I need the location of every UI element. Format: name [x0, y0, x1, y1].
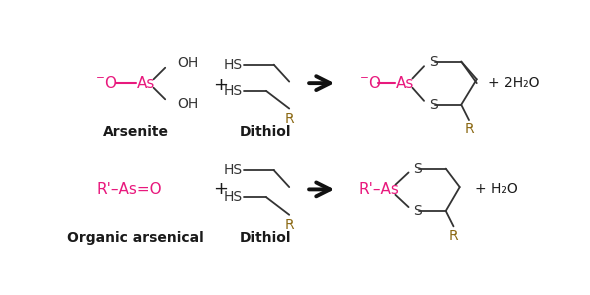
- Text: R: R: [448, 229, 458, 242]
- Text: Arsenite: Arsenite: [103, 125, 169, 139]
- Text: +: +: [214, 76, 228, 94]
- Text: $^{-}$O: $^{-}$O: [96, 75, 118, 91]
- Text: R: R: [284, 218, 294, 232]
- Text: + H₂O: + H₂O: [475, 182, 518, 196]
- Text: HS: HS: [224, 190, 242, 204]
- Text: R'–As=O: R'–As=O: [97, 182, 163, 197]
- Text: R: R: [464, 122, 474, 136]
- Text: Dithiol: Dithiol: [240, 231, 291, 245]
- Text: $^{-}$O: $^{-}$O: [359, 75, 382, 91]
- Text: HS: HS: [224, 163, 242, 177]
- Text: S: S: [429, 55, 437, 68]
- Text: S: S: [413, 162, 422, 176]
- Text: S: S: [429, 98, 437, 112]
- Text: Dithiol: Dithiol: [240, 125, 291, 139]
- Text: HS: HS: [224, 58, 242, 72]
- Text: Organic arsenical: Organic arsenical: [67, 231, 204, 245]
- Text: OH: OH: [177, 56, 198, 70]
- Text: OH: OH: [177, 97, 198, 111]
- Text: R'–As: R'–As: [359, 182, 400, 197]
- Text: R: R: [284, 112, 294, 126]
- Text: +: +: [214, 181, 228, 199]
- Text: As: As: [395, 76, 414, 91]
- Text: As: As: [137, 76, 155, 91]
- Text: + 2H₂O: + 2H₂O: [489, 76, 540, 90]
- Text: S: S: [413, 204, 422, 218]
- Text: HS: HS: [224, 84, 242, 98]
